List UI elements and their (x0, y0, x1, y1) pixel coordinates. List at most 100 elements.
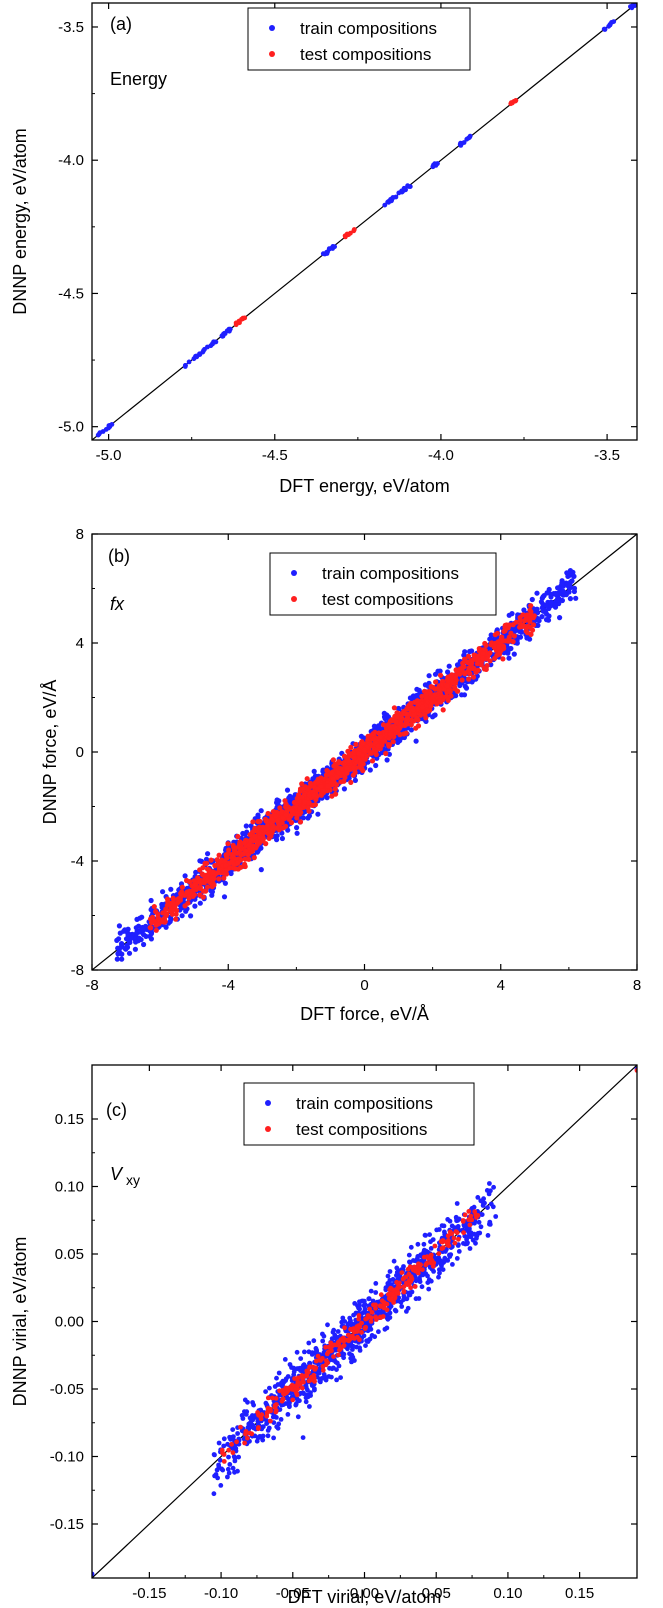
data-point (360, 761, 366, 767)
data-point (183, 908, 189, 914)
data-point (139, 914, 145, 920)
data-point (543, 617, 550, 623)
data-point (218, 1483, 224, 1488)
data-point (414, 686, 420, 692)
data-point (352, 777, 358, 784)
data-point (414, 698, 420, 704)
data-point (446, 687, 452, 693)
data-point (273, 813, 279, 819)
data-point (461, 140, 467, 145)
data-point (462, 656, 468, 662)
data-point (474, 655, 481, 662)
data-point (258, 867, 264, 873)
data-point (320, 1367, 326, 1373)
data-point (426, 1286, 432, 1292)
data-point (440, 707, 446, 713)
x-tick-label: -0.10 (204, 1585, 238, 1602)
data-point (539, 614, 545, 620)
data-point (408, 1274, 414, 1280)
data-point (179, 913, 185, 919)
data-point (457, 666, 463, 672)
data-point (396, 706, 402, 712)
data-point (314, 786, 321, 792)
data-point (216, 852, 222, 858)
data-point (523, 616, 529, 622)
data-point (256, 1425, 261, 1430)
data-point (407, 1292, 413, 1298)
data-point (377, 1303, 383, 1308)
data-point (339, 1319, 345, 1325)
data-point (272, 1404, 278, 1410)
data-point (401, 1289, 407, 1295)
data-point (153, 927, 159, 933)
data-point (343, 234, 348, 240)
x-axis-label: DFT force, eV/Å (300, 1004, 429, 1024)
data-point (114, 956, 120, 962)
data-point (436, 1251, 442, 1256)
data-point (126, 950, 133, 956)
data-point (230, 1465, 236, 1471)
data-point (173, 911, 179, 917)
data-point (418, 1262, 423, 1268)
data-point (336, 770, 342, 776)
data-point (315, 779, 321, 785)
data-point (245, 852, 251, 858)
data-point (559, 581, 565, 588)
data-point (485, 1205, 490, 1210)
data-point (450, 679, 456, 686)
data-point (410, 707, 416, 713)
data-point (212, 1452, 217, 1458)
data-point (283, 1378, 288, 1383)
data-point (357, 1345, 362, 1351)
data-point (291, 1372, 297, 1378)
data-point (434, 686, 440, 692)
data-point (200, 888, 207, 894)
data-point (221, 1436, 227, 1442)
data-point (331, 1354, 336, 1359)
data-point (469, 1217, 475, 1223)
data-point (290, 1397, 296, 1403)
data-point (455, 1243, 461, 1248)
data-point (285, 1388, 291, 1394)
data-point (370, 731, 376, 737)
data-point (274, 1375, 279, 1381)
data-point (257, 830, 263, 836)
data-point (341, 786, 347, 792)
data-point (350, 1343, 356, 1349)
data-point (439, 1246, 445, 1251)
data-point (191, 892, 197, 898)
x-axis-label: DFT virial, eV/atom (288, 1587, 442, 1607)
data-point (305, 1387, 310, 1393)
data-point (465, 653, 472, 660)
data-point (306, 813, 312, 819)
data-point (223, 862, 229, 868)
data-point (222, 880, 228, 886)
data-point (169, 908, 175, 914)
data-point (437, 1270, 442, 1276)
data-point (354, 1329, 360, 1334)
data-point (450, 1262, 455, 1267)
data-point (256, 1412, 261, 1418)
data-point (542, 608, 548, 615)
data-point (408, 717, 414, 723)
data-point (333, 791, 339, 797)
data-point (528, 609, 534, 615)
data-point (552, 602, 558, 608)
panel-label: (a) (110, 14, 132, 34)
data-point (399, 1304, 405, 1309)
data-point (116, 923, 122, 929)
data-point (425, 1273, 430, 1279)
data-point (320, 251, 326, 257)
panel-annotation: V (110, 1164, 124, 1184)
data-point (367, 767, 373, 773)
data-point (279, 835, 285, 842)
data-point (324, 251, 330, 256)
x-tick-label: 0 (360, 977, 368, 994)
data-point (533, 609, 540, 615)
data-point (356, 1316, 362, 1322)
axis-ticks: -8 -4 0 4 8 -8 -4 0 4 8 (71, 526, 642, 994)
data-point (278, 1417, 284, 1422)
data-point (323, 1377, 329, 1383)
data-point (235, 844, 242, 850)
data-point (298, 1356, 304, 1361)
